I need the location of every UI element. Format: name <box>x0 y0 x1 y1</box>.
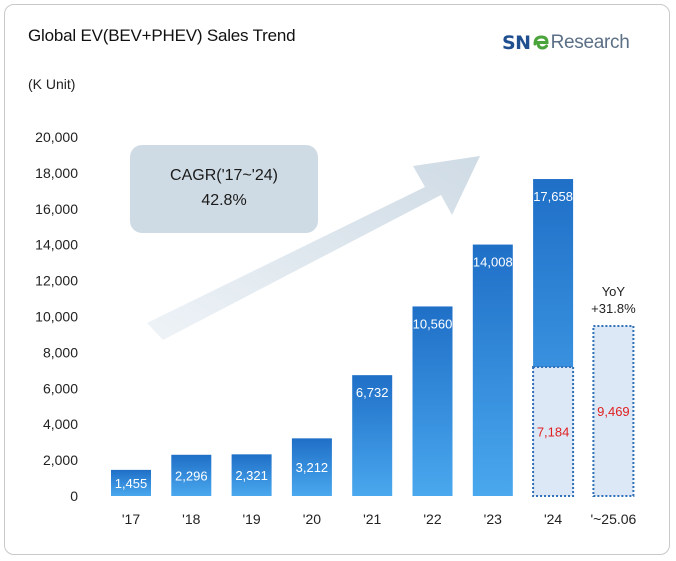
x-tick-label: '23 <box>484 511 502 527</box>
data-label-0: 1,455 <box>115 476 148 491</box>
x-tick-label: '17 <box>122 511 140 527</box>
comparison-bar <box>532 366 575 498</box>
yoy-value: +31.8% <box>591 301 636 316</box>
x-tick-label: '21 <box>363 511 381 527</box>
x-tick-label: '24 <box>544 511 562 527</box>
bar-4 <box>352 375 393 496</box>
y-tick-label: 0 <box>70 488 78 504</box>
x-tick-label: '~25.06 <box>590 511 636 527</box>
data-label-2: 2,321 <box>235 468 268 483</box>
chart-title: Global EV(BEV+PHEV) Sales Trend <box>28 26 296 45</box>
data-label-5: 10,560 <box>413 316 453 331</box>
y-tick-label: 18,000 <box>35 165 78 181</box>
current-partial-bar <box>592 325 635 498</box>
bar-1 <box>171 454 212 496</box>
unit-label: (K Unit) <box>28 76 76 92</box>
y-tick-label: 12,000 <box>35 273 78 289</box>
data-label-3: 3,212 <box>296 460 329 475</box>
y-tick-label: 6,000 <box>43 380 78 396</box>
y-tick-label: 2,000 <box>43 452 78 468</box>
cagr-callout <box>130 145 318 233</box>
yoy-label: YoY <box>602 284 626 299</box>
logo-sne-text: SN <box>502 32 531 54</box>
logo-research-text: Research <box>550 32 630 53</box>
x-tick-label: '22 <box>423 511 441 527</box>
swirl-e-icon <box>533 35 549 50</box>
x-tick-label: '20 <box>303 511 321 527</box>
current-partial-label: 9,469 <box>597 404 630 419</box>
bar-2 <box>231 454 272 496</box>
x-tick-label: '19 <box>242 511 260 527</box>
y-tick-label: 4,000 <box>43 416 78 432</box>
y-tick-label: 8,000 <box>43 344 78 360</box>
sne-research-logo: SN Research <box>502 30 630 56</box>
x-tick-label: '18 <box>182 511 200 527</box>
bar-6 <box>472 244 513 496</box>
comparison-label: 7,184 <box>537 425 570 440</box>
bar-0 <box>111 469 151 496</box>
cagr-label: CAGR('17~'24) <box>170 167 278 184</box>
y-tick-label: 16,000 <box>35 201 78 217</box>
data-label-1: 2,296 <box>175 468 208 483</box>
cagr-value: 42.8% <box>201 192 246 209</box>
data-label-6: 14,008 <box>473 255 513 270</box>
growth-arrow <box>147 156 480 340</box>
data-label-7: 17,658 <box>533 189 573 204</box>
y-tick-label: 10,000 <box>35 309 78 325</box>
bar-3 <box>291 438 332 496</box>
y-tick-label: 14,000 <box>35 237 78 253</box>
y-tick-label: 20,000 <box>35 129 78 145</box>
data-label-4: 6,732 <box>356 385 389 400</box>
bar-5 <box>412 306 453 496</box>
